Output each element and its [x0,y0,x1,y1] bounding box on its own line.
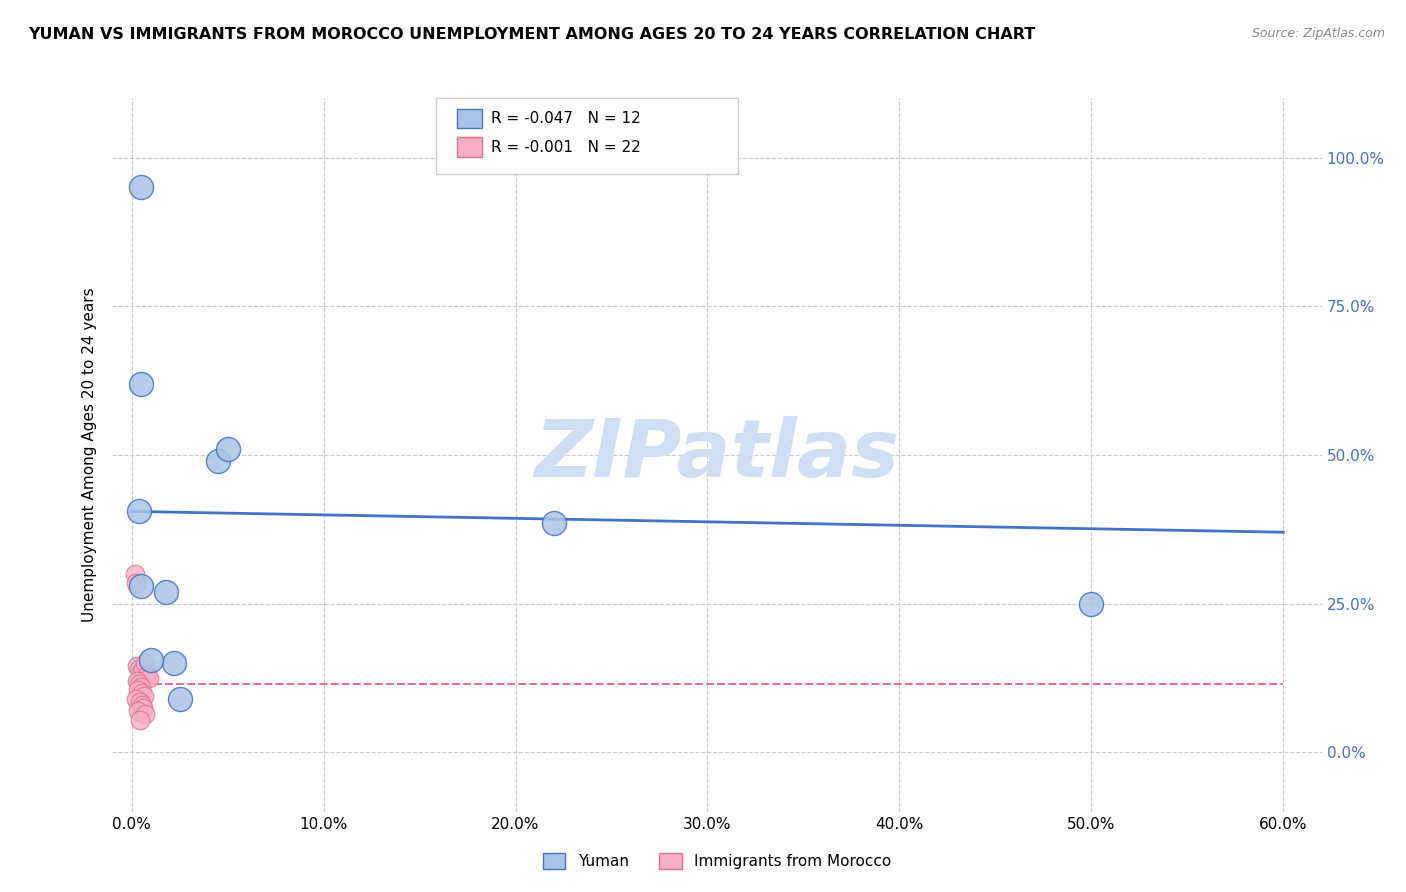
Point [129,180,152,194]
Point [155,584,177,599]
Point [129,665,152,679]
Point [129,695,152,709]
Point [125,575,148,590]
Point [134,689,156,703]
Point [138,671,160,685]
Point [1080,597,1102,611]
Point [543,516,565,531]
Point [163,656,186,670]
Point [139,653,162,667]
Point [125,691,148,706]
Point [134,656,156,670]
Point [132,662,155,676]
Text: R = -0.047   N = 12: R = -0.047 N = 12 [491,112,641,126]
Point [129,680,152,694]
Point [129,579,152,593]
Point [132,700,155,714]
Point [131,698,153,712]
Point [169,691,191,706]
Point [129,713,152,727]
Point [134,706,156,721]
Point [124,566,146,581]
Point [127,659,149,673]
Point [128,677,150,691]
Legend: Yuman, Immigrants from Morocco: Yuman, Immigrants from Morocco [537,847,897,875]
Point [136,668,159,682]
Text: Source: ZipAtlas.com: Source: ZipAtlas.com [1251,27,1385,40]
Y-axis label: Unemployment Among Ages 20 to 24 years: Unemployment Among Ages 20 to 24 years [82,287,97,623]
Point [129,376,152,391]
Point [131,686,153,700]
Text: ZIPatlas: ZIPatlas [534,416,900,494]
Text: R = -0.001   N = 22: R = -0.001 N = 22 [491,140,641,154]
Point [127,704,149,718]
Point [128,662,150,676]
Text: YUMAN VS IMMIGRANTS FROM MOROCCO UNEMPLOYMENT AMONG AGES 20 TO 24 YEARS CORRELAT: YUMAN VS IMMIGRANTS FROM MOROCCO UNEMPLO… [28,27,1035,42]
Point [207,454,229,468]
Point [217,442,239,456]
Point [127,682,149,697]
Point [127,673,149,688]
Point [128,504,150,518]
